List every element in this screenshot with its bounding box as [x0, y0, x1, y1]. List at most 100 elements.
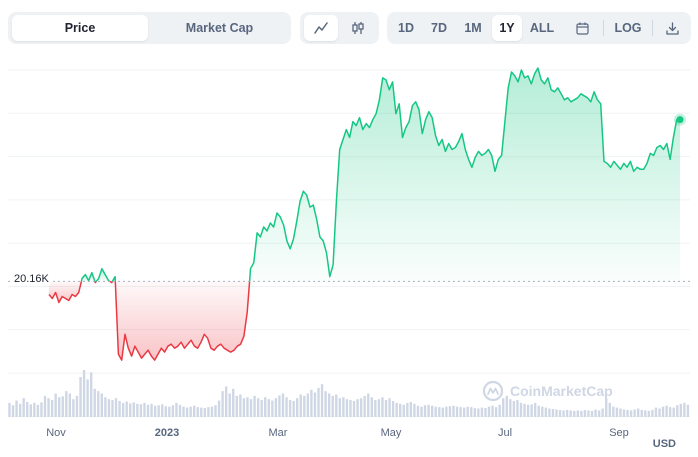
volume-bar [530, 404, 533, 417]
toolbar-divider [603, 20, 604, 36]
volume-bar [359, 398, 363, 417]
volume-bar [509, 399, 512, 417]
volume-bar [331, 395, 334, 417]
volume-bar [242, 398, 246, 417]
volume-bar [555, 409, 558, 417]
volume-bar [196, 407, 199, 417]
volume-bar [253, 395, 256, 417]
volume-bar [590, 410, 594, 417]
volume-bar [292, 401, 295, 417]
volume-bar [299, 394, 302, 417]
x-tick-label: Mar [269, 427, 288, 439]
volume-bar [153, 405, 157, 417]
price-line-down [109, 280, 114, 284]
volume-bar [420, 406, 423, 417]
volume-bar [171, 405, 175, 417]
volume-bar [644, 410, 647, 417]
volume-bar [79, 377, 82, 417]
volume-bar [256, 398, 260, 417]
volume-bar [29, 404, 32, 417]
volume-bar [72, 399, 75, 417]
download-icon [665, 21, 679, 35]
volume-bar [22, 398, 25, 417]
price-line-down [114, 281, 251, 361]
volume-bar [416, 405, 420, 417]
volume-bar [534, 402, 537, 417]
x-tick-label: Jul [498, 427, 512, 439]
volume-bar [61, 396, 64, 417]
coinmarketcap-logo-icon [482, 380, 504, 402]
volume-bar [455, 406, 459, 417]
volume-bar [58, 397, 61, 417]
volume-bar [558, 409, 562, 417]
volume-bar [541, 406, 544, 417]
volume-bar [676, 405, 679, 417]
volume-bar [193, 405, 196, 417]
volume-bar [352, 401, 356, 417]
volume-bar [402, 404, 405, 417]
volume-bar [15, 400, 18, 417]
volume-bar [395, 402, 398, 417]
volume-bar [494, 407, 498, 417]
volume-bar [288, 400, 292, 417]
price-chart[interactable]: Nov 2023 Mar May Jul Sep 20.16K CoinMarketCap… [0, 62, 698, 457]
volume-bar [260, 400, 263, 417]
volume-bar [615, 407, 619, 417]
volume-bar [668, 407, 672, 417]
volume-bar [175, 402, 178, 417]
range-1y-button[interactable]: 1Y [492, 15, 522, 41]
volume-bar [203, 408, 207, 417]
volume-bar [399, 403, 402, 417]
volume-bar [271, 400, 274, 417]
volume-bar [363, 395, 366, 417]
range-1m-button[interactable]: 1M [464, 21, 482, 35]
volume-bar [207, 407, 210, 417]
chart-toolbar: Price Market Cap 1D 7D 1M 1Y ALL [0, 0, 698, 56]
volume-bar [146, 404, 150, 417]
volume-bar [26, 401, 29, 417]
volume-bar [349, 400, 352, 417]
volume-bar [8, 402, 11, 417]
volume-bar [487, 406, 491, 417]
volume-bar [210, 406, 214, 417]
volume-bar [139, 404, 143, 417]
range-7d-button[interactable]: 7D [431, 21, 447, 35]
line-chart-button[interactable] [304, 15, 338, 41]
price-tab[interactable]: Price [12, 15, 148, 41]
volume-bar [310, 389, 313, 417]
volume-bar [569, 410, 572, 417]
volume-bar [637, 408, 640, 417]
volume-bar [619, 408, 622, 417]
volume-bar [111, 400, 114, 417]
volume-bar [459, 407, 462, 417]
range-all-button[interactable]: ALL [529, 21, 555, 35]
volume-bar [480, 407, 484, 417]
volume-bar [629, 410, 633, 417]
download-button[interactable] [657, 15, 687, 41]
candlestick-button[interactable] [341, 15, 375, 41]
volume-bar [40, 402, 43, 417]
volume-bar [583, 409, 587, 417]
price-area-down [49, 281, 82, 303]
log-scale-button[interactable]: LOG [614, 21, 642, 35]
volume-bar [576, 410, 579, 417]
volume-bar [129, 403, 132, 417]
volume-bar [686, 404, 690, 417]
volume-bar [235, 395, 238, 417]
range-1d-button[interactable]: 1D [398, 21, 414, 35]
volume-bar [182, 406, 185, 417]
volume-bar [377, 399, 381, 417]
market-cap-tab[interactable]: Market Cap [185, 21, 254, 35]
currency-label: USD [652, 438, 676, 450]
volume-bar [441, 407, 445, 417]
volume-bar [267, 399, 270, 417]
volume-bar [477, 408, 480, 417]
volume-bar [679, 403, 682, 417]
volume-bar [68, 393, 72, 417]
volume-bar [519, 402, 523, 417]
volume-bar [313, 392, 317, 417]
date-range-button[interactable] [567, 15, 597, 41]
volume-bar [217, 400, 221, 417]
volume-bar [281, 393, 285, 417]
volume-bar [647, 410, 651, 417]
